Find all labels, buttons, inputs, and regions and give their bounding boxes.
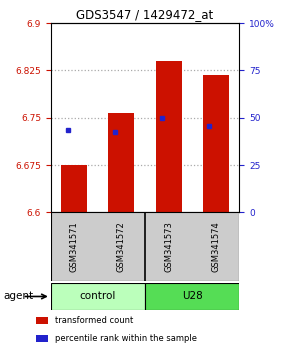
Text: U28: U28: [182, 291, 202, 302]
Text: GSM341573: GSM341573: [164, 222, 173, 272]
Text: GDS3547 / 1429472_at: GDS3547 / 1429472_at: [76, 8, 214, 21]
Bar: [61, 165, 87, 212]
Bar: [203, 75, 229, 212]
Text: GSM341572: GSM341572: [117, 222, 126, 272]
Text: GSM341571: GSM341571: [70, 222, 79, 272]
Bar: [36, 316, 48, 324]
Bar: [156, 61, 182, 212]
Text: transformed count: transformed count: [55, 315, 133, 325]
Bar: [108, 113, 134, 212]
Text: control: control: [80, 291, 116, 302]
Text: percentile rank within the sample: percentile rank within the sample: [55, 334, 197, 343]
Bar: [51, 283, 145, 310]
Bar: [145, 283, 239, 310]
Text: agent: agent: [3, 291, 33, 302]
Bar: [36, 335, 48, 342]
Text: GSM341574: GSM341574: [211, 222, 220, 272]
